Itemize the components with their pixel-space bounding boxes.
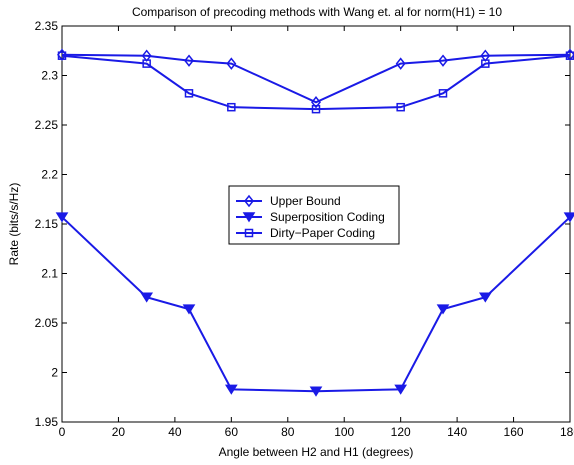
data-point: [311, 104, 321, 114]
x-tick-label: 0: [59, 425, 66, 439]
data-point: [438, 89, 448, 98]
series-line: [61, 53, 571, 104]
y-axis-label: Rate (bits/s/Hz): [7, 183, 21, 266]
legend-label: Superposition Coding: [270, 210, 385, 224]
legend: Upper Bound Superposition Coding Dirty−Pap…: [228, 185, 400, 245]
y-axis: 1.95 2 2.05 2.1 2.15 2.2 2.25 2.3 2.35: [35, 19, 570, 429]
legend-label: Dirty−Paper Coding: [270, 226, 375, 240]
data-point: [395, 57, 406, 70]
legend-marker: [242, 212, 256, 223]
legend-box: [228, 185, 400, 245]
data-point: [436, 304, 450, 315]
x-axis: 0 20 40 60 80 100 120 140 160 180: [59, 26, 574, 439]
y-tick-label: 2.2: [41, 168, 58, 182]
data-point: [184, 89, 194, 98]
data-point: [227, 102, 236, 112]
chart-title: Comparison of precoding methods with Wan…: [132, 5, 502, 19]
series-line: [61, 54, 571, 111]
x-tick-label: 80: [281, 425, 295, 439]
x-tick-label: 20: [112, 425, 126, 439]
x-tick-label: 160: [504, 425, 524, 439]
x-tick-label: 140: [447, 425, 467, 439]
data-point: [142, 59, 151, 68]
data-point: [184, 54, 194, 67]
data-point: [140, 292, 154, 303]
series-layer: [55, 48, 574, 397]
y-tick-label: 2.15: [35, 217, 59, 231]
data-point: [396, 102, 405, 112]
data-point: [563, 212, 574, 223]
series-0: [57, 48, 574, 109]
legend-label: Upper Bound: [270, 194, 341, 208]
x-tick-label: 100: [334, 425, 354, 439]
legend-marker: [244, 228, 254, 238]
y-tick-label: 2.05: [35, 316, 59, 330]
data-point: [478, 292, 492, 303]
x-axis-label: Angle between H2 and H1 (degrees): [219, 445, 414, 459]
data-point: [55, 212, 69, 223]
data-point: [226, 57, 237, 70]
data-point: [438, 54, 448, 67]
series-1: [55, 212, 574, 397]
y-tick-label: 2.3: [41, 69, 58, 83]
y-tick-label: 2.25: [35, 118, 59, 132]
y-tick-label: 2.35: [35, 19, 59, 33]
x-tick-label: 180: [560, 425, 574, 439]
data-point: [182, 304, 196, 315]
x-tick-label: 120: [391, 425, 411, 439]
y-tick-label: 1.95: [35, 415, 59, 429]
data-point: [57, 51, 67, 60]
legend-marker: [244, 194, 254, 208]
data-point: [394, 384, 408, 395]
y-tick-label: 2.1: [41, 267, 58, 281]
data-point: [481, 59, 490, 68]
x-tick-label: 60: [225, 425, 239, 439]
data-point: [309, 386, 323, 397]
series-2: [57, 51, 574, 114]
data-point: [224, 384, 238, 395]
y-tick-label: 2: [51, 366, 58, 380]
x-tick-label: 40: [168, 425, 182, 439]
data-point: [311, 96, 321, 109]
